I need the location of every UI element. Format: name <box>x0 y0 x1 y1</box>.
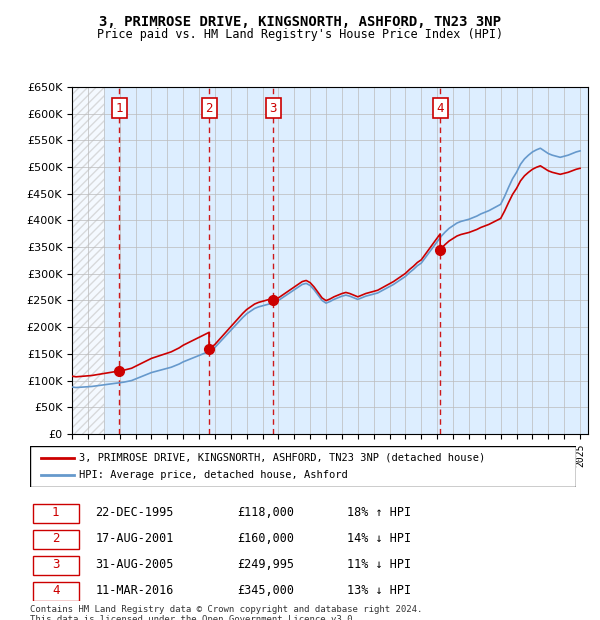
Text: 4: 4 <box>52 584 59 597</box>
Text: Price paid vs. HM Land Registry's House Price Index (HPI): Price paid vs. HM Land Registry's House … <box>97 28 503 41</box>
Text: 1: 1 <box>52 506 59 519</box>
Text: Contains HM Land Registry data © Crown copyright and database right 2024.
This d: Contains HM Land Registry data © Crown c… <box>30 604 422 620</box>
Text: 22-DEC-1995: 22-DEC-1995 <box>95 506 174 519</box>
Text: 11% ↓ HPI: 11% ↓ HPI <box>347 558 411 571</box>
Text: 18% ↑ HPI: 18% ↑ HPI <box>347 506 411 519</box>
FancyBboxPatch shape <box>33 503 79 523</box>
Text: 31-AUG-2005: 31-AUG-2005 <box>95 558 174 571</box>
FancyBboxPatch shape <box>30 446 576 487</box>
Text: £160,000: £160,000 <box>238 532 295 545</box>
Text: £118,000: £118,000 <box>238 506 295 519</box>
Text: 17-AUG-2001: 17-AUG-2001 <box>95 532 174 545</box>
Text: 3, PRIMROSE DRIVE, KINGSNORTH, ASHFORD, TN23 3NP: 3, PRIMROSE DRIVE, KINGSNORTH, ASHFORD, … <box>99 16 501 30</box>
Text: 3: 3 <box>269 102 277 115</box>
Text: £345,000: £345,000 <box>238 584 295 597</box>
Text: £249,995: £249,995 <box>238 558 295 571</box>
Text: 4: 4 <box>436 102 444 115</box>
Text: 2: 2 <box>52 532 59 545</box>
FancyBboxPatch shape <box>33 556 79 575</box>
Text: 3: 3 <box>52 558 59 571</box>
Text: 14% ↓ HPI: 14% ↓ HPI <box>347 532 411 545</box>
Text: 11-MAR-2016: 11-MAR-2016 <box>95 584 174 597</box>
Text: 2: 2 <box>205 102 213 115</box>
Text: 3, PRIMROSE DRIVE, KINGSNORTH, ASHFORD, TN23 3NP (detached house): 3, PRIMROSE DRIVE, KINGSNORTH, ASHFORD, … <box>79 453 485 463</box>
FancyBboxPatch shape <box>33 529 79 549</box>
FancyBboxPatch shape <box>33 582 79 601</box>
Text: 1: 1 <box>115 102 123 115</box>
Text: HPI: Average price, detached house, Ashford: HPI: Average price, detached house, Ashf… <box>79 471 348 480</box>
Text: 13% ↓ HPI: 13% ↓ HPI <box>347 584 411 597</box>
